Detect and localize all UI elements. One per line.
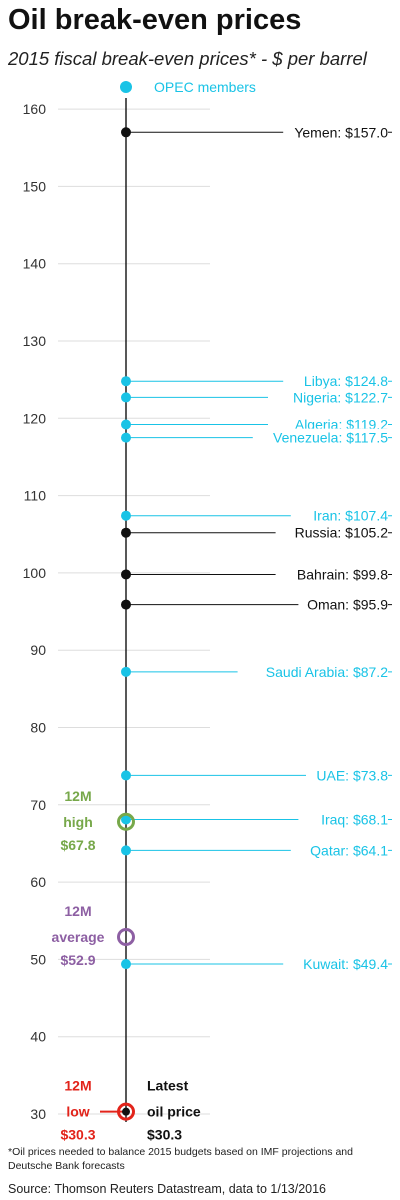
label-backdrop	[283, 955, 388, 974]
high-marker	[117, 812, 135, 831]
label-backdrop	[283, 123, 388, 142]
label-backdrop	[283, 372, 388, 391]
label-backdrop	[275, 565, 388, 584]
source-note: Source: Thomson Reuters Datastream, data…	[8, 1182, 327, 1196]
data-point	[121, 599, 131, 610]
label-backdrop	[268, 388, 388, 407]
label-backdrop	[306, 766, 388, 785]
latest-price-label-line: oil price	[147, 1104, 201, 1120]
chart-subtitle: 2015 fiscal break-even prices* - $ per b…	[8, 48, 367, 69]
data-label: Kuwait: $49.4	[303, 956, 388, 972]
label-backdrop	[237, 662, 388, 681]
data-point	[121, 127, 131, 138]
data-point	[121, 392, 131, 403]
y-tick-label: 130	[23, 333, 47, 349]
average-label-line: 12M	[64, 903, 91, 919]
data-label: Saudi Arabia: $87.2	[266, 664, 388, 680]
average-marker	[117, 927, 135, 946]
data-point	[121, 770, 131, 781]
low-label-line: $30.3	[60, 1127, 95, 1143]
low-label-line: 12M	[64, 1078, 91, 1094]
data-label: Oman: $95.9	[307, 597, 388, 613]
label-backdrop	[298, 810, 388, 829]
legend-opec-label: OPEC members	[154, 79, 256, 95]
data-point	[121, 419, 131, 430]
low-marker	[117, 1102, 135, 1121]
chart-title: Oil break-even prices	[8, 4, 302, 36]
data-label: Venezuela: $117.5	[273, 430, 388, 446]
label-backdrop	[290, 506, 388, 525]
legend-opec-dot	[120, 81, 132, 93]
y-tick-label: 140	[23, 256, 47, 272]
data-point	[121, 376, 131, 387]
y-tick-label: 100	[23, 565, 47, 581]
data-label: UAE: $73.8	[316, 767, 388, 783]
data-point	[121, 432, 131, 443]
label-backdrop	[290, 841, 388, 860]
latest-price-label-line: Latest	[147, 1078, 189, 1094]
y-tick-label: 160	[23, 101, 47, 117]
label-backdrop	[275, 523, 388, 542]
data-label: Yemen: $157.0	[294, 124, 388, 140]
y-tick-label: 90	[30, 642, 46, 658]
high-label-line: 12M	[64, 788, 91, 804]
data-point	[121, 845, 131, 856]
data-label: Russia: $105.2	[295, 525, 389, 541]
data-point	[121, 814, 131, 825]
data-point	[121, 959, 131, 970]
y-tick-label: 40	[30, 1029, 46, 1045]
data-point	[121, 666, 131, 677]
y-tick-label: 80	[30, 720, 46, 736]
average-label-line: $52.9	[60, 952, 95, 968]
label-backdrop	[298, 595, 388, 614]
data-label: Qatar: $64.1	[310, 842, 388, 858]
footnote: *Oil prices needed to balance 2015 budge…	[8, 1146, 353, 1172]
y-tick-label: 110	[24, 488, 47, 504]
y-tick-label: 70	[30, 797, 46, 813]
data-point	[121, 569, 131, 580]
data-point	[121, 510, 131, 521]
data-label: Algeria: $119.2	[295, 416, 388, 432]
y-tick-label: 150	[23, 178, 47, 194]
latest-price-label-line: $30.3	[147, 1127, 182, 1143]
y-tick-label: 30	[30, 1106, 46, 1122]
data-label: Nigeria: $122.7	[293, 389, 388, 405]
data-label: Iran: $107.4	[313, 508, 388, 524]
low-label-line: low	[66, 1104, 89, 1120]
y-tick-label: 50	[30, 951, 46, 967]
y-tick-label: 120	[23, 410, 47, 426]
label-backdrop	[252, 428, 388, 447]
average-label-line: average	[52, 929, 105, 945]
data-label: Libya: $124.8	[304, 373, 388, 389]
y-tick-label: 60	[30, 874, 46, 890]
data-label: Bahrain: $99.8	[297, 566, 388, 582]
latest-price-dot	[122, 1107, 130, 1116]
data-point	[121, 527, 131, 538]
high-label-line: $67.8	[60, 837, 95, 853]
high-label-line: high	[63, 814, 93, 830]
data-label: Iraq: $68.1	[321, 811, 388, 827]
